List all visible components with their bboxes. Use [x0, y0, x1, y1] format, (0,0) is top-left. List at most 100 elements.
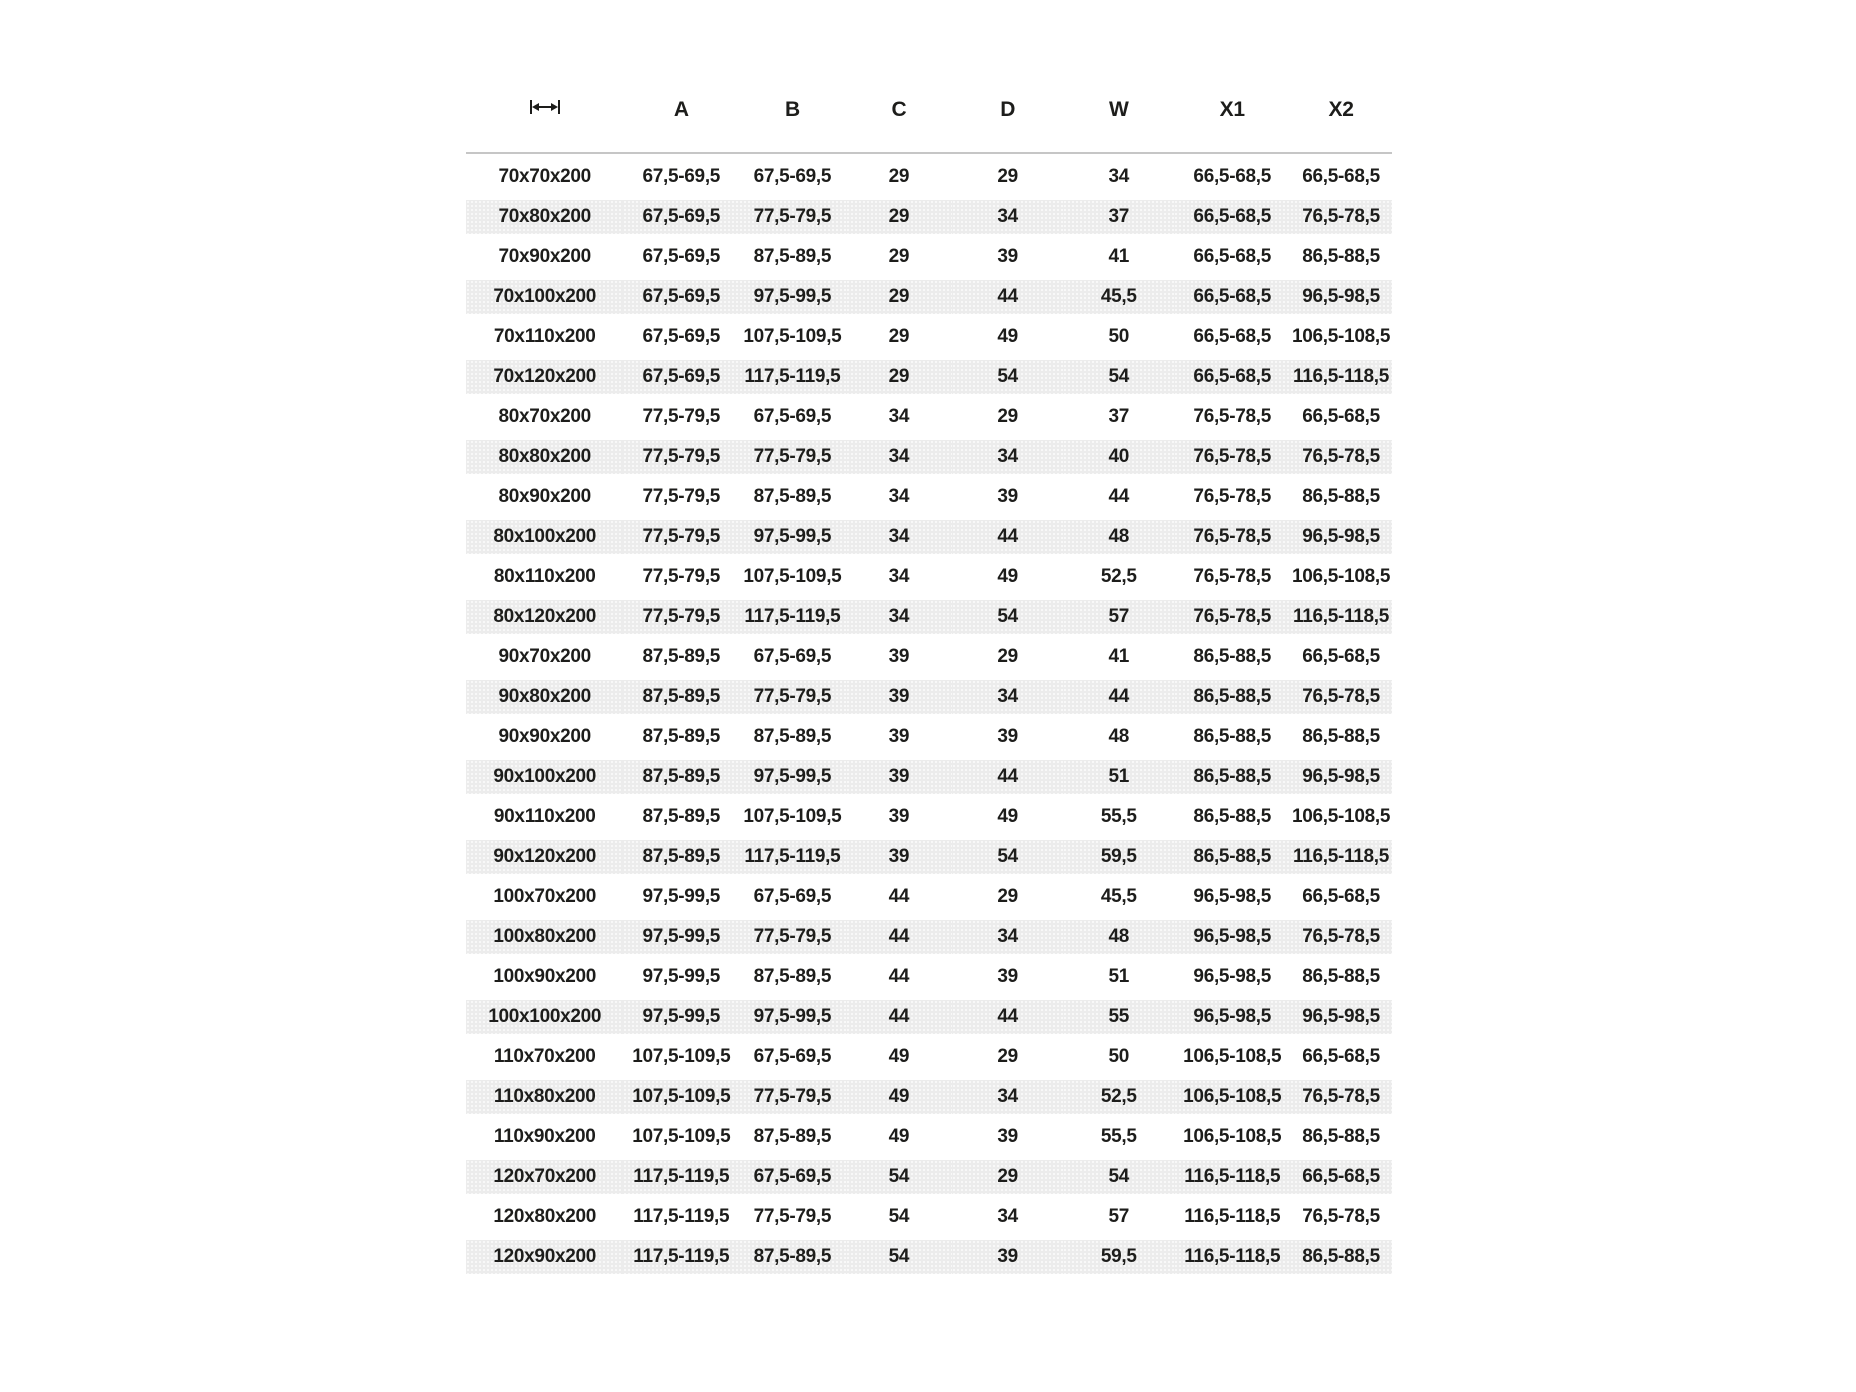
value-cell-b: 77,5-79,5: [753, 1206, 832, 1227]
size-cell: 90x90x200: [498, 726, 592, 747]
value-cell-x2: 86,5-88,5: [1290, 1240, 1392, 1274]
table-row-120x80x200: 120x80x200 117,5-119,5 77,5-79,5 54 34 57 116,…: [466, 1200, 1392, 1234]
size-cell: 70x80x200: [466, 200, 624, 234]
value-cell-w: 37: [1108, 406, 1130, 427]
value-cell-c: 34: [888, 406, 910, 427]
value-cell-a: 77,5-79,5: [623, 440, 740, 474]
value-cell-x2: 96,5-98,5: [1290, 1000, 1392, 1034]
value-cell-x1: 76,5-78,5: [1193, 486, 1272, 507]
value-cell-d: 29: [997, 886, 1018, 907]
table-row-70x80x200: 70x80x200 67,5-69,5 77,5-79,5 29 34 37 66,5-68…: [466, 200, 1392, 234]
value-cell-w: 51: [1063, 760, 1175, 794]
value-cell-d: 44: [952, 760, 1064, 794]
table-row-70x100x200: 70x100x200 67,5-69,5 97,5-99,5 29 44 45,5 66,5…: [466, 280, 1392, 314]
value-cell-w: 50: [1108, 326, 1130, 347]
value-cell-b: 67,5-69,5: [753, 166, 832, 187]
value-cell-c: 29: [845, 200, 953, 234]
size-cell: 100x80x200: [466, 920, 624, 954]
size-cell: 110x80x200: [466, 1080, 624, 1114]
value-cell-d: 29: [997, 406, 1018, 427]
value-cell-b: 87,5-89,5: [753, 966, 832, 987]
size-cell: 80x120x200: [466, 600, 624, 634]
value-cell-c: 29: [845, 360, 953, 394]
value-cell-a: 87,5-89,5: [642, 646, 721, 667]
value-cell-b: 87,5-89,5: [753, 486, 832, 507]
value-cell-w: 55: [1063, 1000, 1175, 1034]
table-row-90x90x200: 90x90x200 87,5-89,5 87,5-89,5 39 39 48 86,5-88…: [466, 720, 1392, 754]
value-cell-x2: 76,5-78,5: [1290, 1080, 1392, 1114]
value-cell-x1: 86,5-88,5: [1193, 646, 1272, 667]
value-cell-x1: 66,5-68,5: [1193, 326, 1272, 347]
value-cell-b: 87,5-89,5: [739, 1240, 846, 1274]
size-cell: 90x100x200: [466, 760, 624, 794]
value-cell-c: 34: [888, 486, 910, 507]
column-header-size: [466, 88, 624, 154]
value-cell-x2: 76,5-78,5: [1302, 1206, 1380, 1227]
table-row-100x100x200: 100x100x200 97,5-99,5 97,5-99,5 44 44 55 96,5-…: [466, 1000, 1392, 1034]
value-cell-x1: 66,5-68,5: [1174, 360, 1291, 394]
value-cell-a: 87,5-89,5: [623, 840, 740, 874]
column-header-d: D: [952, 88, 1064, 154]
value-cell-w: 48: [1063, 920, 1175, 954]
value-cell-x1: 66,5-68,5: [1174, 280, 1291, 314]
size-cell: 100x90x200: [493, 966, 597, 987]
column-header-x1: X1: [1174, 88, 1291, 154]
size-cell: 120x90x200: [466, 1240, 624, 1274]
value-cell-d: 34: [952, 200, 1064, 234]
table-row-120x70x200: 120x70x200 117,5-119,5 67,5-69,5 54 29 54 116,…: [466, 1160, 1392, 1194]
value-cell-d: 34: [952, 440, 1064, 474]
value-cell-c: 29: [888, 326, 910, 347]
value-cell-a: 77,5-79,5: [623, 600, 740, 634]
table-row-100x90x200: 100x90x200 97,5-99,5 87,5-89,5 44 39 51 96,5-9…: [466, 960, 1392, 994]
value-cell-d: 39: [997, 246, 1018, 267]
table-row-90x110x200: 90x110x200 87,5-89,5 107,5-109,5 39 49 55,5 86…: [466, 800, 1392, 834]
value-cell-w: 45,5: [1063, 280, 1175, 314]
table-row-90x100x200: 90x100x200 87,5-89,5 97,5-99,5 39 44 51 86,5-8…: [466, 760, 1392, 794]
value-cell-d: 39: [997, 486, 1018, 507]
value-cell-x2: 96,5-98,5: [1290, 280, 1392, 314]
value-cell-x2: 76,5-78,5: [1290, 680, 1392, 714]
value-cell-b: 87,5-89,5: [753, 246, 832, 267]
value-cell-x2: 86,5-88,5: [1302, 726, 1380, 747]
value-cell-x1: 86,5-88,5: [1174, 840, 1291, 874]
value-cell-a: 97,5-99,5: [642, 966, 721, 987]
value-cell-b: 117,5-119,5: [739, 840, 846, 874]
size-cell: 100x70x200: [493, 886, 597, 907]
value-cell-c: 54: [845, 1160, 953, 1194]
value-cell-w: 54: [1063, 360, 1175, 394]
value-cell-a: 67,5-69,5: [623, 280, 740, 314]
value-cell-d: 49: [997, 806, 1018, 827]
value-cell-x1: 106,5-108,5: [1174, 1080, 1291, 1114]
value-cell-w: 54: [1063, 1160, 1175, 1194]
size-cell: 120x80x200: [493, 1206, 597, 1227]
value-cell-a: 67,5-69,5: [642, 166, 721, 187]
value-cell-w: 59,5: [1063, 840, 1175, 874]
size-cell: 110x90x200: [493, 1126, 596, 1147]
table-row-70x120x200: 70x120x200 67,5-69,5 117,5-119,5 29 54 54 66,5…: [466, 360, 1392, 394]
value-cell-x2: 66,5-68,5: [1302, 646, 1380, 667]
value-cell-b: 67,5-69,5: [753, 646, 832, 667]
table-row-80x80x200: 80x80x200 77,5-79,5 77,5-79,5 34 34 40 76,5-78…: [466, 440, 1392, 474]
value-cell-c: 34: [845, 520, 953, 554]
value-cell-c: 44: [888, 886, 910, 907]
column-header-w: W: [1063, 88, 1175, 154]
size-cell: 70x120x200: [466, 360, 624, 394]
value-cell-x2: 66,5-68,5: [1302, 166, 1380, 187]
value-cell-w: 59,5: [1063, 1240, 1175, 1274]
value-cell-w: 57: [1063, 600, 1175, 634]
size-cell: 90x70x200: [498, 646, 592, 667]
value-cell-d: 54: [952, 360, 1064, 394]
table-row-80x90x200: 80x90x200 77,5-79,5 87,5-89,5 34 39 44 76,5-78…: [466, 480, 1392, 514]
value-cell-x1: 66,5-68,5: [1174, 200, 1291, 234]
value-cell-w: 40: [1063, 440, 1175, 474]
value-cell-w: 57: [1108, 1206, 1130, 1227]
value-cell-b: 77,5-79,5: [739, 200, 846, 234]
value-cell-x2: 96,5-98,5: [1290, 520, 1392, 554]
value-cell-w: 55,5: [1100, 806, 1137, 827]
value-cell-b: 97,5-99,5: [739, 1000, 846, 1034]
value-cell-c: 39: [845, 840, 953, 874]
table-row-100x70x200: 100x70x200 97,5-99,5 67,5-69,5 44 29 45,5 96,5…: [466, 880, 1392, 914]
value-cell-x2: 86,5-88,5: [1302, 246, 1380, 267]
value-cell-b: 67,5-69,5: [753, 406, 832, 427]
value-cell-x1: 116,5-118,5: [1174, 1240, 1291, 1274]
